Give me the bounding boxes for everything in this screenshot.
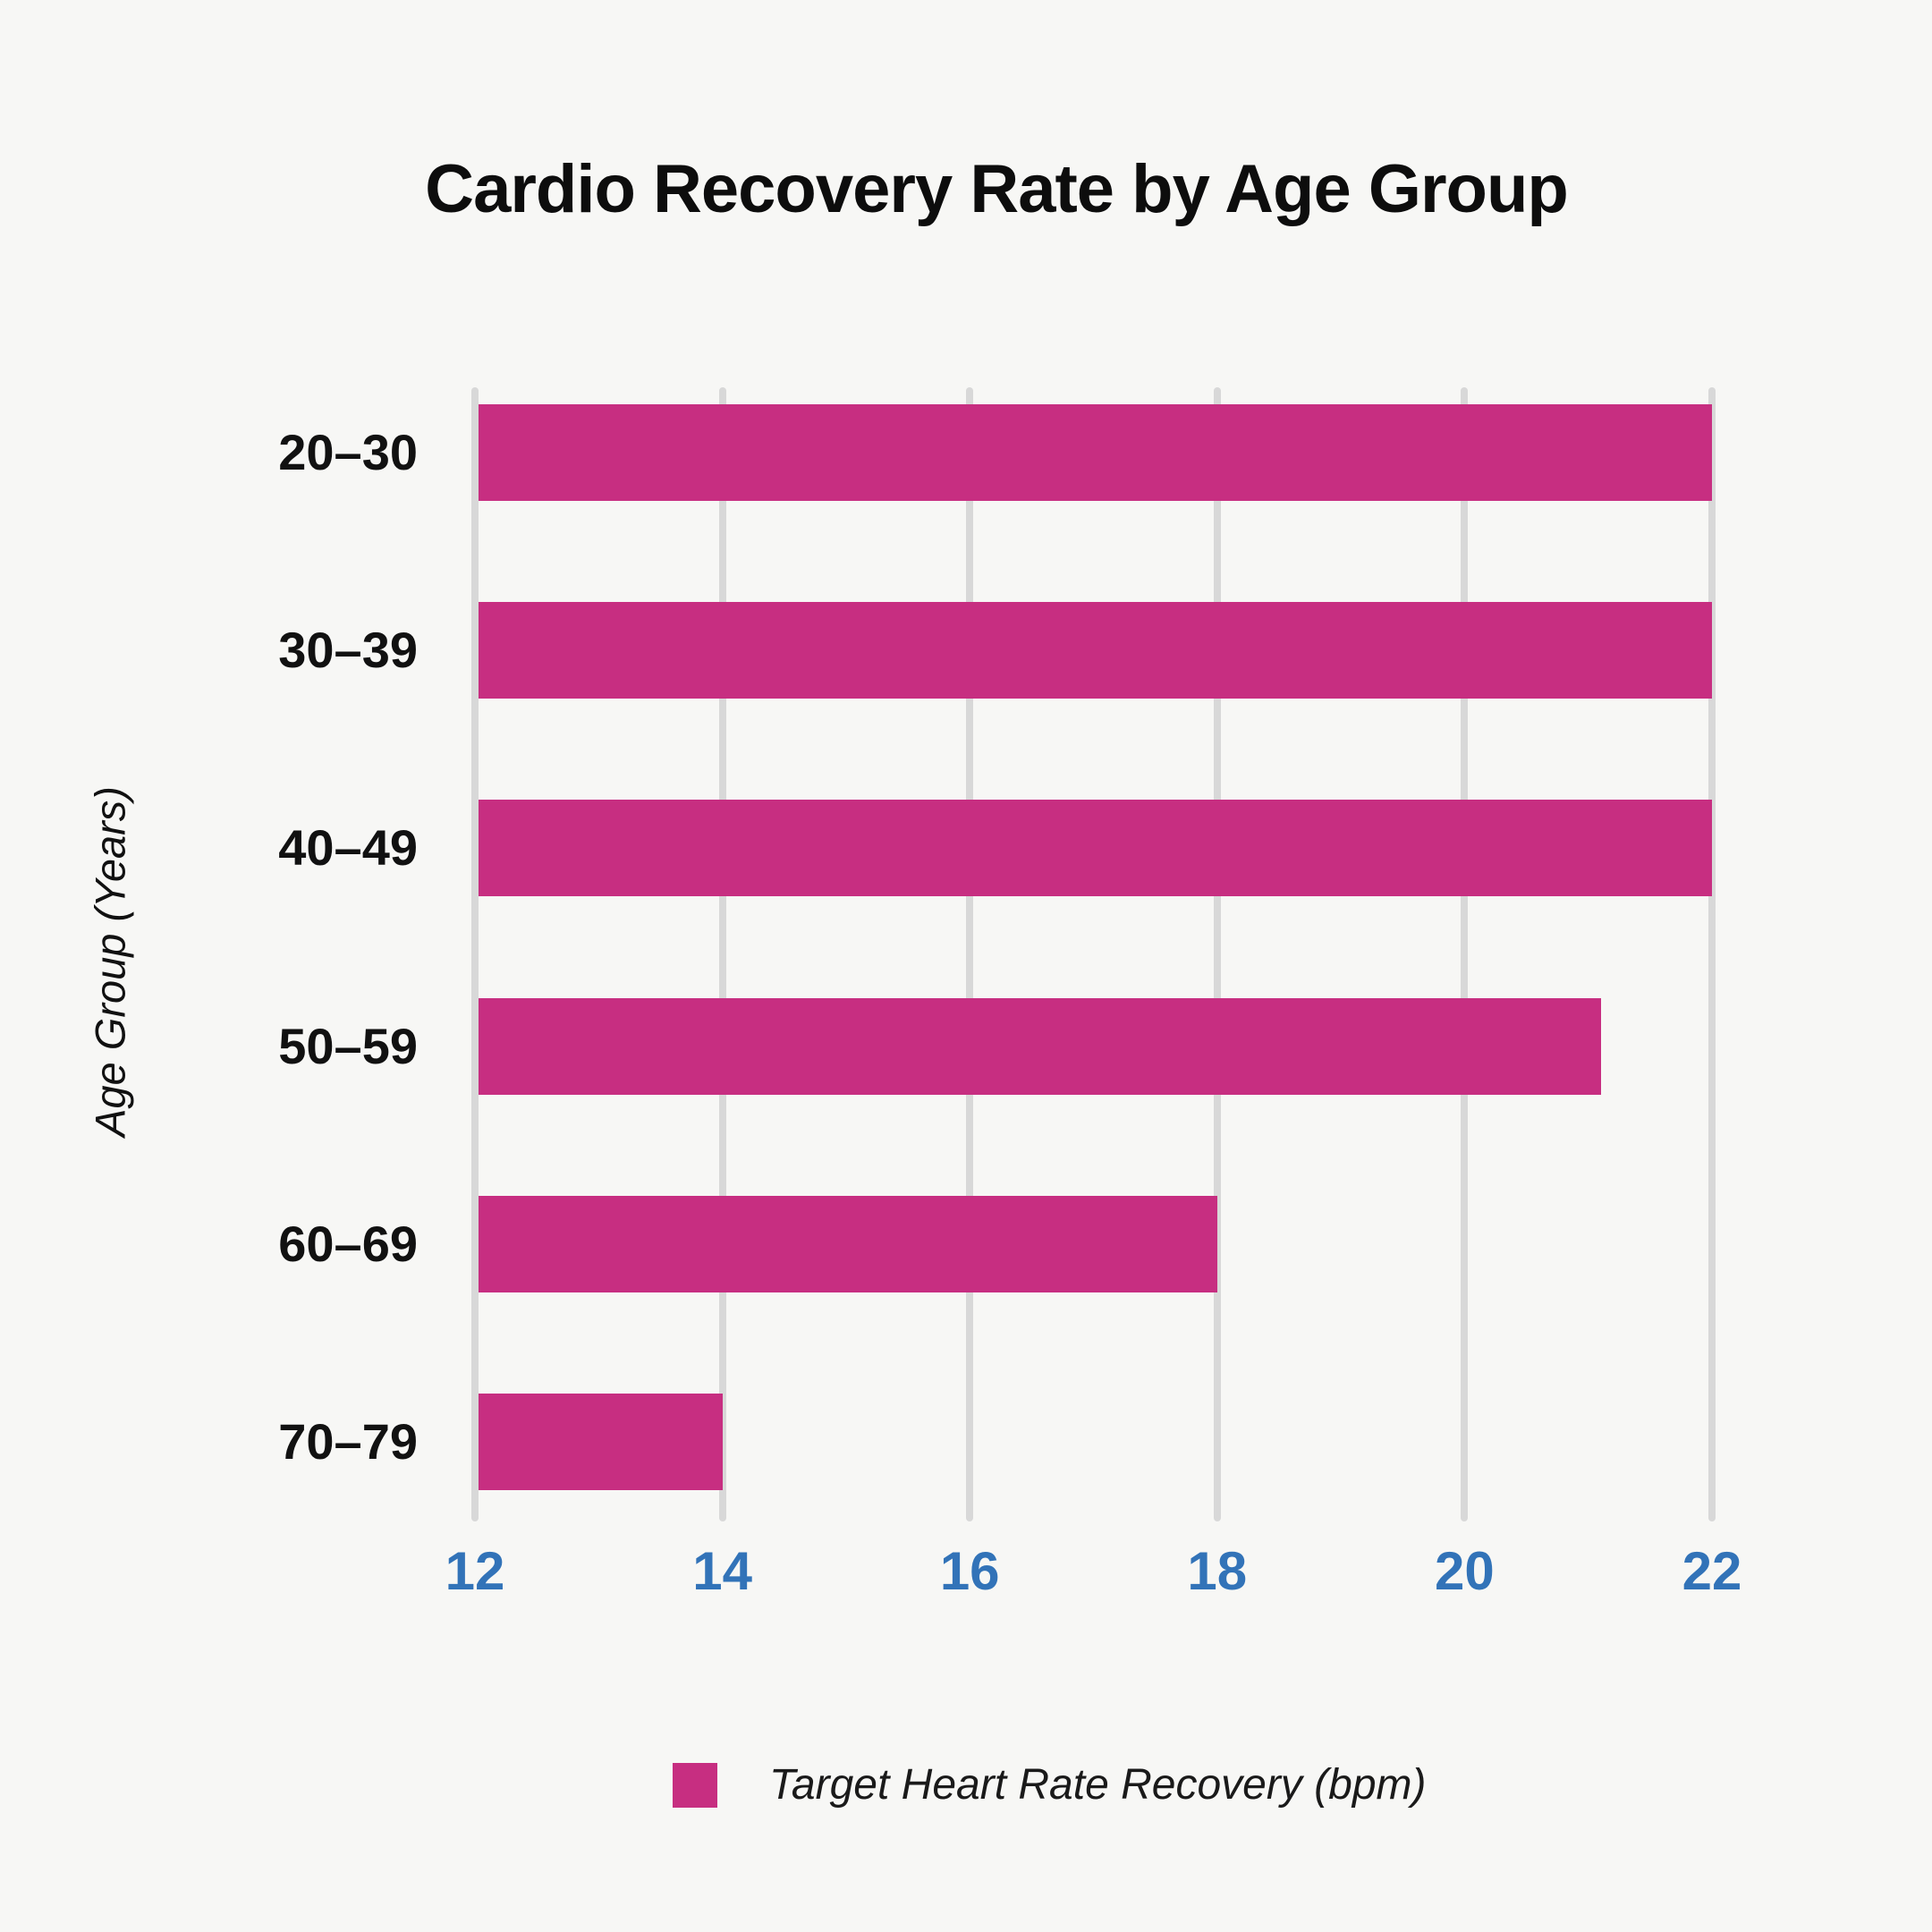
bar-60–69 xyxy=(479,1195,1217,1292)
plot-area xyxy=(471,387,1716,1521)
bar-20–30 xyxy=(479,404,1712,501)
bar-30–39 xyxy=(479,602,1712,699)
chart-title: Cardio Recovery Rate by Age Group xyxy=(425,151,1569,227)
y-category-label-70–79: 70–79 xyxy=(278,1413,418,1470)
x-tick-label-18: 18 xyxy=(1187,1541,1248,1601)
x-tick-label-12: 12 xyxy=(445,1541,505,1601)
y-category-label-60–69: 60–69 xyxy=(278,1215,418,1272)
x-tick-label-16: 16 xyxy=(939,1541,1000,1601)
gridline-x-18 xyxy=(1213,387,1221,1521)
legend-swatch xyxy=(673,1762,717,1808)
y-category-label-20–30: 20–30 xyxy=(278,424,418,480)
y-category-label-40–49: 40–49 xyxy=(278,819,418,877)
bar-70–79 xyxy=(479,1394,723,1490)
gridline-x-22 xyxy=(1708,387,1716,1521)
gridline-x-14 xyxy=(718,387,726,1521)
y-category-label-30–39: 30–39 xyxy=(278,622,418,679)
y-category-label-50–59: 50–59 xyxy=(278,1017,418,1074)
gridline-x-20 xyxy=(1461,387,1469,1521)
legend-label: Target Heart Rate Recovery (bpm) xyxy=(769,1761,1427,1809)
x-tick-label-22: 22 xyxy=(1682,1541,1742,1601)
y-axis-title: Age Group (Years) xyxy=(86,786,134,1137)
gridline-x-16 xyxy=(966,387,974,1521)
gridline-x-12 xyxy=(471,387,479,1521)
x-tick-label-14: 14 xyxy=(692,1541,752,1601)
x-tick-label-20: 20 xyxy=(1435,1541,1495,1601)
bar-40–49 xyxy=(479,800,1712,897)
bar-50–59 xyxy=(479,997,1601,1095)
legend: Target Heart Rate Recovery (bpm) xyxy=(673,1760,1427,1809)
